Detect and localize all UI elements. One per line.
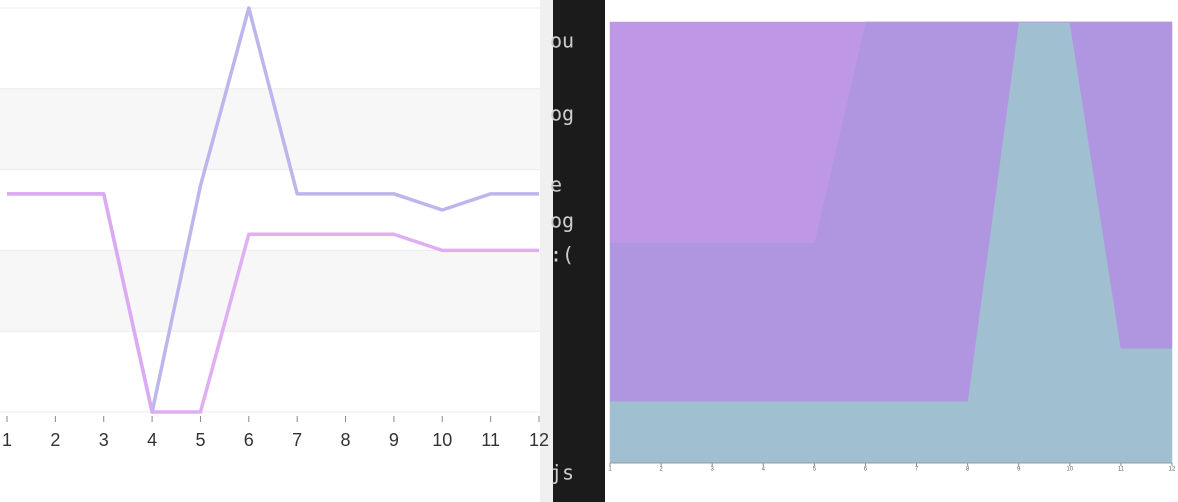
x-tick-label: 5: [813, 467, 817, 473]
panel-shadow: [540, 0, 553, 502]
x-tick-label: 2: [50, 430, 60, 450]
code-fragment: ou: [550, 29, 574, 53]
line: [7, 6, 539, 414]
x-tick-label: 1: [608, 467, 612, 473]
x-tick-label: 7: [292, 430, 302, 450]
x-tick-label: 9: [389, 430, 399, 450]
x-tick-label: 8: [341, 430, 351, 450]
x-tick-label: 7: [915, 467, 919, 473]
x-tick-label: 10: [1066, 467, 1073, 473]
code-fragment: og: [550, 209, 574, 233]
x-tick-label: 3: [99, 430, 109, 450]
x-tick-label: 11: [481, 430, 500, 450]
x-tick-label: 1: [2, 430, 12, 450]
x-tick-label: 2: [659, 467, 663, 473]
x-tick-label: 9: [1017, 467, 1021, 473]
x-tick-label: 12: [1169, 467, 1176, 473]
x-tick-label: 11: [1118, 467, 1125, 473]
x-tick-label: 4: [762, 467, 766, 473]
x-tick-label: 10: [432, 430, 452, 450]
x-tick-label: 12: [529, 430, 549, 450]
x-tick-label: 3: [711, 467, 715, 473]
code-fragment: :(: [550, 243, 574, 267]
x-tick-label: 6: [244, 430, 254, 450]
x-tick-label: 4: [147, 430, 157, 450]
x-tick-label: 8: [966, 467, 970, 473]
area: [609, 21, 1172, 243]
grid-band: [0, 88, 540, 170]
grid-band: [0, 250, 540, 332]
line: [7, 192, 539, 414]
x-tick-label: 5: [195, 430, 205, 450]
code-fragment: og: [550, 102, 574, 126]
x-tick-label: 6: [864, 467, 868, 473]
code-fragment: e: [550, 173, 562, 197]
code-fragment: js: [550, 461, 574, 485]
code-editor-strip: [553, 0, 605, 502]
